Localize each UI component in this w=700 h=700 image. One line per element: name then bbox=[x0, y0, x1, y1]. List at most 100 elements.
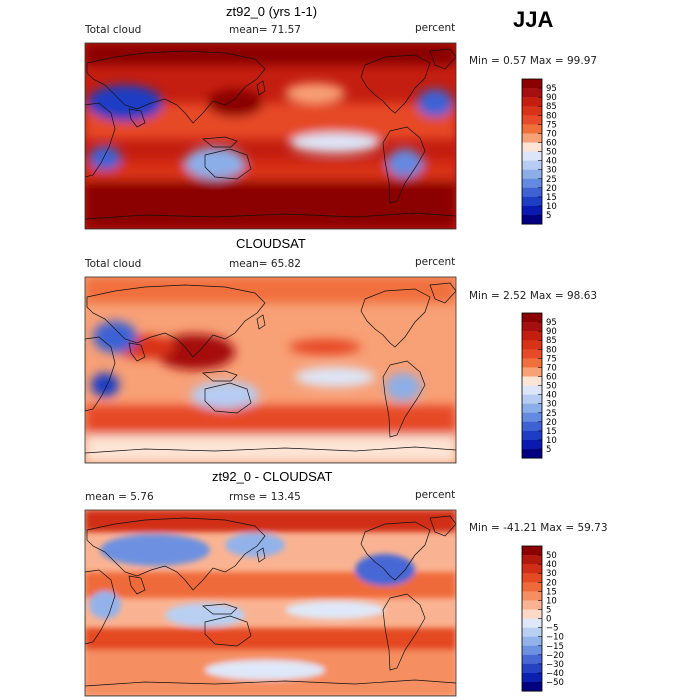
colorbar-segment bbox=[522, 349, 542, 359]
panel2-cloud-field bbox=[85, 277, 456, 463]
colorbar-segment bbox=[522, 672, 542, 683]
panel3-mean-label: mean = 5.76 bbox=[85, 491, 154, 503]
colorbar-tick-label: 5 bbox=[546, 445, 551, 455]
colorbar-segment bbox=[522, 394, 542, 404]
colorbar-segment bbox=[522, 682, 542, 692]
colorbar-tick-label: 10 bbox=[546, 202, 557, 212]
colorbar-segment bbox=[522, 430, 542, 441]
panel3-rmse-label: rmse = 13.45 bbox=[229, 491, 301, 503]
colorbar-segment bbox=[522, 573, 542, 583]
colorbar-segment bbox=[522, 205, 542, 216]
colorbar-segment bbox=[522, 546, 542, 556]
colorbar-tick-label: 95 bbox=[546, 318, 557, 328]
colorbar-segment bbox=[522, 627, 542, 637]
colorbar-tick-label: 70 bbox=[546, 129, 557, 139]
colorbar-tick-label: 5 bbox=[546, 211, 551, 221]
colorbar-tick-label: 30 bbox=[546, 569, 557, 579]
colorbar-segment bbox=[522, 376, 542, 386]
colorbar-tick-label: 70 bbox=[546, 363, 557, 373]
colorbar-segment bbox=[522, 115, 542, 125]
panel3-diff-field bbox=[85, 510, 456, 696]
colorbar-tick-label: 40 bbox=[546, 391, 557, 401]
colorbar-tick-label: −10 bbox=[546, 633, 564, 643]
colorbar-segment bbox=[522, 187, 542, 198]
colorbar-segment bbox=[522, 555, 542, 565]
colorbar-tick-label: 25 bbox=[546, 409, 557, 419]
colorbar-tick-label: 20 bbox=[546, 418, 557, 428]
colorbar-segment bbox=[522, 654, 542, 665]
colorbar-segment bbox=[522, 403, 542, 414]
colorbar-tick-label: 20 bbox=[546, 578, 557, 588]
colorbar-segment bbox=[522, 106, 542, 116]
panel3-units-label: percent bbox=[415, 489, 456, 501]
panel1 bbox=[84, 42, 457, 230]
panel2-minmax: Min = 2.52 Max = 98.63 bbox=[469, 290, 598, 302]
colorbar-tick-label: 30 bbox=[546, 166, 557, 176]
panel3-minmax: Min = -41.21 Max = 59.73 bbox=[469, 522, 608, 534]
colorbar-tick-label: 0 bbox=[546, 615, 551, 625]
colorbar-tick-label: 50 bbox=[546, 551, 557, 561]
panel2 bbox=[84, 276, 457, 464]
colorbar-tick-label: 85 bbox=[546, 102, 557, 112]
colorbar-segment bbox=[522, 663, 542, 674]
colorbar-tick-label: 10 bbox=[546, 436, 557, 446]
panel2-title: CLOUDSAT bbox=[236, 236, 306, 251]
colorbar-segment bbox=[522, 385, 542, 395]
colorbar-segment bbox=[522, 88, 542, 98]
panel3 bbox=[84, 509, 457, 697]
colorbars: 9590858075706050403025201510595908580757… bbox=[521, 78, 564, 692]
colorbar-segment bbox=[522, 151, 542, 161]
panel3-title: zt92_0 - CLOUDSAT bbox=[212, 469, 333, 484]
colorbar-segment bbox=[522, 439, 542, 450]
colorbar-tick-label: 40 bbox=[546, 560, 557, 570]
colorbar-segment bbox=[522, 79, 542, 89]
panel1-variable-label: Total cloud bbox=[85, 24, 142, 36]
colorbar-tick-label: −20 bbox=[546, 651, 564, 661]
colorbar-tick-label: 15 bbox=[546, 427, 557, 437]
colorbar-tick-label: 30 bbox=[546, 400, 557, 410]
colorbar-tick-label: −40 bbox=[546, 669, 564, 679]
colorbar-segment bbox=[522, 178, 542, 189]
colorbar-segment bbox=[522, 133, 542, 143]
colorbar-segment bbox=[522, 340, 542, 350]
colorbar-tick-label: 60 bbox=[546, 138, 557, 148]
colorbar-segment bbox=[522, 600, 542, 610]
panel1-cloud-field bbox=[85, 43, 456, 229]
colorbar-tick-label: 15 bbox=[546, 193, 557, 203]
colorbar-tick-label: 90 bbox=[546, 327, 557, 337]
colorbar-segment bbox=[522, 169, 542, 180]
colorbar-segment bbox=[522, 124, 542, 134]
colorbar-tick-label: −50 bbox=[546, 678, 564, 688]
colorbar-tick-label: −15 bbox=[546, 642, 564, 652]
colorbar-segment bbox=[522, 331, 542, 341]
colorbar-tick-label: −5 bbox=[546, 624, 559, 634]
colorbar-tick-label: 75 bbox=[546, 120, 557, 130]
colorbar-segment bbox=[522, 591, 542, 601]
colorbar-tick-label: 85 bbox=[546, 336, 557, 346]
panel1-units-label: percent bbox=[415, 22, 456, 34]
panel2-units-label: percent bbox=[415, 256, 456, 268]
colorbar-tick-label: 10 bbox=[546, 596, 557, 606]
colorbar-segment bbox=[522, 609, 542, 619]
colorbar-tick-label: 50 bbox=[546, 382, 557, 392]
colorbar-segment bbox=[522, 358, 542, 368]
colorbar-segment bbox=[522, 196, 542, 207]
panel1-minmax: Min = 0.57 Max = 99.97 bbox=[469, 55, 598, 67]
colorbar-segment bbox=[522, 636, 542, 647]
colorbar-segment bbox=[522, 97, 542, 107]
colorbar-segment bbox=[522, 142, 542, 152]
colorbar-tick-label: 20 bbox=[546, 184, 557, 194]
colorbar-tick-label: 50 bbox=[546, 148, 557, 158]
colorbar-tick-label: 15 bbox=[546, 587, 557, 597]
colorbar-segment bbox=[522, 160, 542, 170]
colorbar-tick-label: 90 bbox=[546, 93, 557, 103]
panel1-title: zt92_0 (yrs 1-1) bbox=[226, 4, 318, 19]
colorbar-tick-label: 95 bbox=[546, 84, 557, 94]
colorbar-segment bbox=[522, 215, 542, 225]
panel2-mean-label: mean= 65.82 bbox=[229, 258, 301, 270]
colorbar-tick-label: 60 bbox=[546, 372, 557, 382]
